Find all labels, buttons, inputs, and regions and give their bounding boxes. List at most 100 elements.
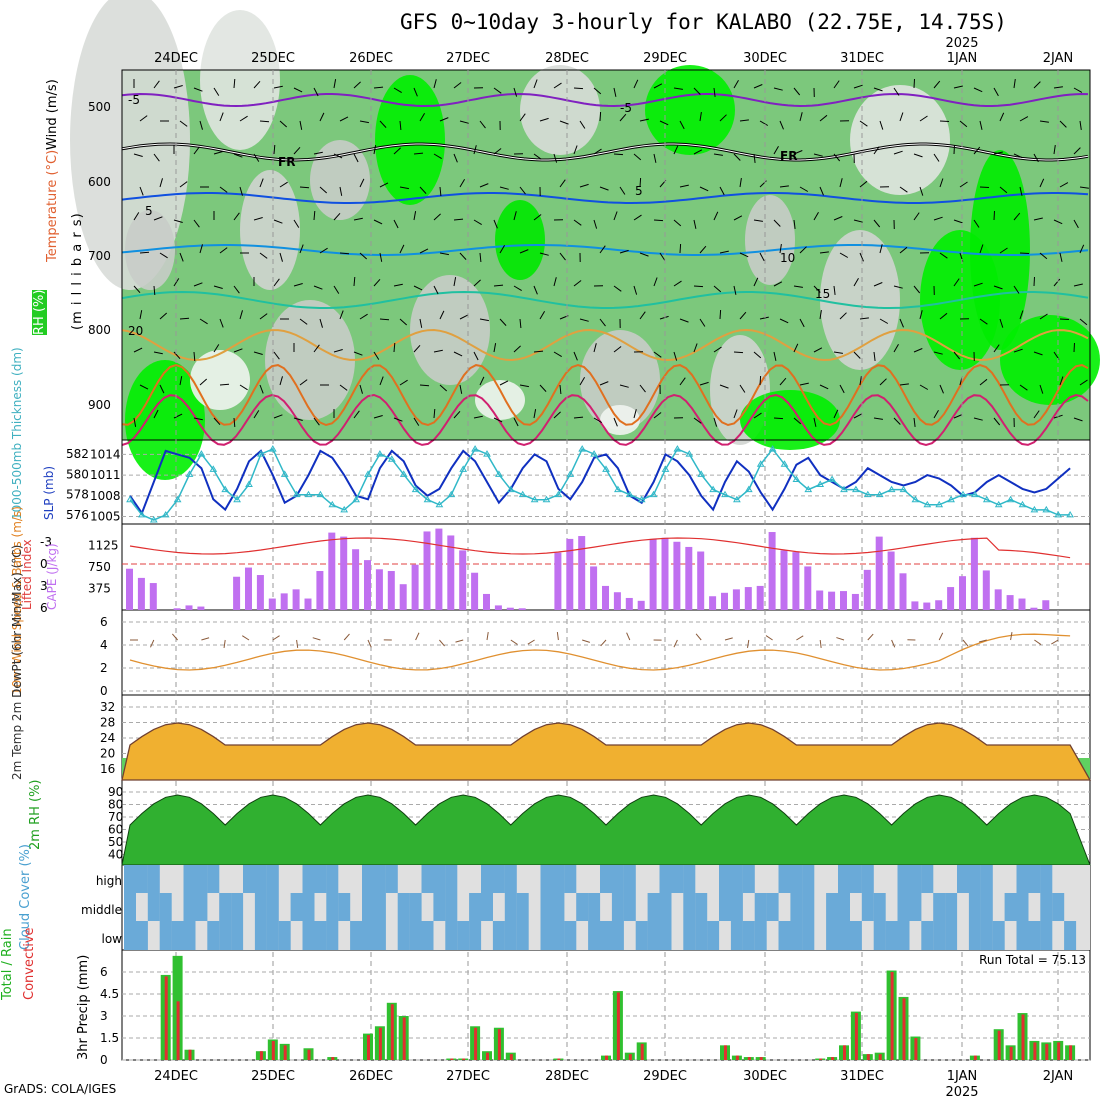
upper-wind-barb-15-0 [433, 79, 437, 89]
upper-wind-barb-23-3 [599, 186, 609, 191]
precip-conv-bar-21 [378, 1027, 382, 1060]
upper-wind-barb-35-5 [839, 252, 849, 258]
rh-shading-8 [520, 65, 600, 155]
rh-tick-90: 90 [108, 785, 123, 799]
upper-wind-barb-33-1 [799, 112, 803, 122]
cloud-high-77 [1040, 865, 1053, 893]
upper-wind-barb-3-6 [193, 282, 203, 287]
upper-wind-barb-30-7 [739, 311, 747, 320]
upper-wind-barb-28-9 [699, 381, 709, 386]
cloud-low-68 [933, 921, 946, 950]
upper-wind-barb-46-3 [1059, 182, 1069, 188]
upper-wind-barb-37-8 [873, 351, 876, 361]
upper-wind-barb-0-9 [139, 384, 149, 390]
upper-wind-barb-23-5 [599, 245, 606, 254]
cloud-high-15 [302, 865, 315, 893]
cape-axis-label: CAPE (J/kg) [45, 543, 59, 610]
cloud-high-31 [492, 865, 505, 893]
upper-wind-barb-37-10 [873, 417, 883, 420]
precip-conv-bar-31 [497, 1029, 501, 1060]
date-label-top-4: 28DEC [545, 51, 589, 66]
wind10-barb-20 [367, 639, 372, 648]
cape-bar-72 [982, 570, 990, 610]
cloud-low-13 [278, 921, 291, 950]
cape-bar-15 [304, 598, 312, 610]
upper-wind-barb-7-0 [273, 85, 283, 89]
wind10-barb-60 [836, 637, 845, 641]
upper-wind-barb-13-7 [399, 318, 408, 326]
thickness-marker-47 [685, 450, 694, 457]
upper-wind-barb-8-10 [293, 417, 303, 421]
upper-wind-barb-2-5 [179, 252, 184, 262]
upper-wind-barb-29-9 [719, 384, 729, 389]
wind10-barb-28 [455, 639, 464, 643]
upper-wind-barb-11-5 [359, 252, 368, 260]
precip-conv-bar-42 [628, 1054, 632, 1060]
cloud-mid-36 [552, 893, 565, 921]
precip-conv-bar-62 [866, 1054, 870, 1060]
upper-wind-barb-38-0 [893, 87, 900, 96]
upper-wind-barb-45-3 [1039, 178, 1045, 188]
precip-conv-bar-78 [1057, 1042, 1061, 1060]
upper-wind-barb-38-2 [893, 150, 903, 155]
thickness-marker-69 [947, 495, 955, 503]
upper-wind-barb-40-2 [933, 153, 940, 162]
upper-wind-barb-36-4 [853, 219, 863, 223]
upper-wind-barb-4-5 [219, 247, 228, 254]
upper-wind-barb-1-8 [153, 351, 163, 355]
upper-wind-barb-44-4 [1013, 212, 1021, 221]
upper-wind-barb-23-1 [599, 111, 602, 122]
upper-wind-barb-31-5 [759, 252, 765, 262]
cloud-level-high: high [96, 874, 122, 888]
upper-wind-barb-34-5 [819, 251, 829, 254]
thickness-marker-72 [982, 495, 991, 503]
cloud-low-37 [564, 921, 577, 950]
upper-wind-barb-18-3 [499, 186, 509, 190]
upper-wind-barb-31-0 [753, 84, 763, 89]
upper-wind-barb-25-7 [639, 311, 646, 320]
upper-wind-barb-8-3 [299, 186, 310, 189]
cape-bar-10 [245, 567, 252, 610]
cloud-low-0 [124, 921, 136, 950]
upper-wind-barb-15-9 [439, 384, 448, 392]
upper-wind-barb-29-0 [713, 87, 716, 97]
upper-wind-barb-45-0 [1033, 81, 1041, 89]
upper-wind-barb-36-10 [853, 413, 863, 419]
upper-wind-barb-2-4 [173, 219, 183, 223]
cloud-low-52 [742, 921, 755, 950]
upper-wind-barb-5-3 [239, 186, 243, 196]
date-label-bottom-9: 2JAN [1043, 1069, 1074, 1084]
thickness-marker-3 [161, 510, 170, 518]
cloud-mid-66 [909, 893, 922, 921]
cloud-high-10 [243, 865, 255, 893]
upper-wind-barb-9-2 [313, 151, 323, 155]
upper-wind-barb-32-2 [773, 145, 779, 155]
cape-bar-58 [816, 590, 824, 610]
cloud-level-low: low [102, 932, 123, 946]
cape-bar-56 [792, 552, 800, 610]
upper-wind-barb-28-6 [693, 285, 704, 288]
contour-label-minus5b: -5 [620, 101, 632, 115]
precip-conv-bar-29 [474, 1027, 478, 1060]
cloud-low-25 [421, 921, 434, 950]
date-label-bottom-5: 29DEC [643, 1069, 687, 1084]
upper-wind-barb-43-3 [999, 186, 1008, 194]
upper-wind-barb-28-5 [699, 245, 707, 254]
rh-shading-10 [645, 65, 735, 155]
upper-wind-barb-34-2 [813, 153, 823, 157]
cloud-low-16 [314, 921, 327, 950]
cloud-mid-38 [576, 893, 589, 921]
upper-wind-barb-18-4 [493, 219, 498, 229]
upper-wind-barb-12-2 [373, 145, 377, 155]
upper-wind-barb-41-6 [953, 278, 960, 287]
upper-wind-barb-30-9 [739, 384, 746, 393]
cloud-low-63 [873, 921, 886, 950]
upper-wind-barb-7-8 [273, 351, 280, 360]
upper-wind-barb-42-1 [979, 120, 983, 130]
upper-wind-barb-37-9 [879, 378, 887, 386]
upper-wind-barb-45-10 [1033, 410, 1040, 419]
precip-conv-bar-3 [164, 976, 168, 1060]
upper-wind-barb-0-6 [133, 285, 141, 294]
upper-wind-barb-0-8 [133, 347, 143, 353]
upper-wind-barb-11-3 [359, 178, 365, 188]
